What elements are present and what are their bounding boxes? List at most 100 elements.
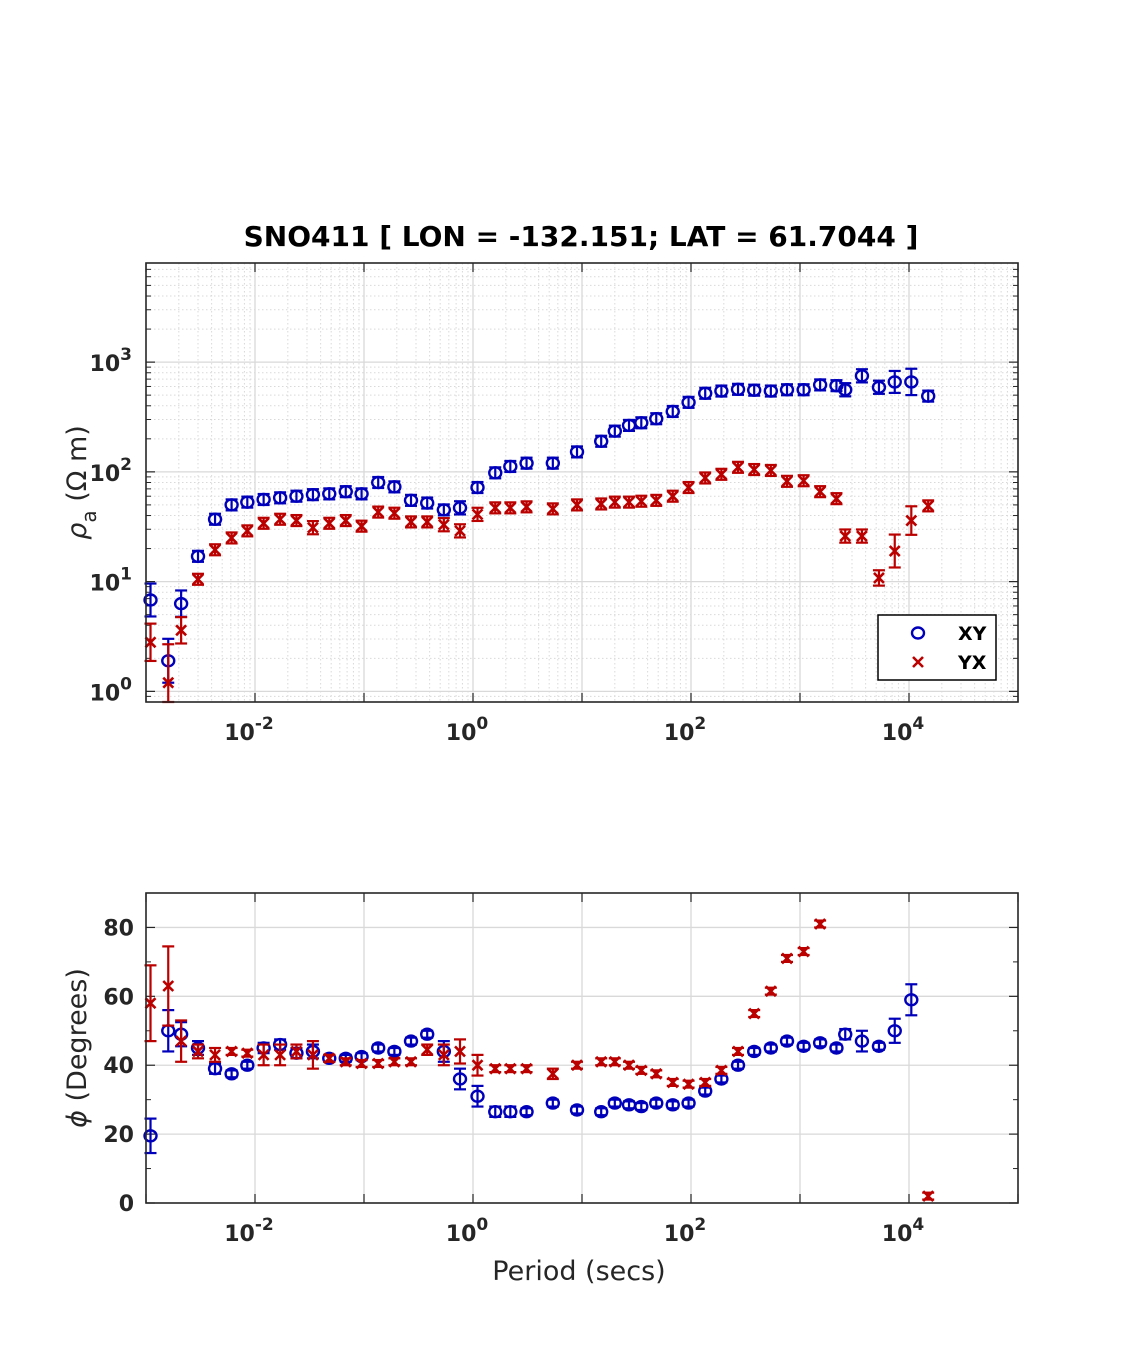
data-point-xy	[289, 489, 304, 503]
data-point-yx	[873, 572, 885, 584]
data-point-xy	[746, 1044, 762, 1059]
data-point-yx	[635, 1064, 648, 1077]
data-point-yx	[307, 1048, 319, 1061]
data-point-xy	[371, 475, 386, 490]
x-tick-label: 104	[882, 714, 925, 746]
data-point-yx	[764, 985, 777, 998]
data-point-xy	[452, 1072, 468, 1086]
data-point-xy	[143, 1129, 158, 1143]
data-point-yx	[339, 1055, 352, 1068]
data-point-yx	[650, 494, 663, 507]
data-point-yx	[699, 1076, 712, 1089]
data-point-yx	[290, 1045, 303, 1058]
x-tick-label: 104	[882, 1215, 925, 1247]
data-point-xy	[838, 383, 853, 397]
data-point-yx	[471, 508, 484, 521]
x-tick-label: 102	[664, 1215, 706, 1247]
data-point-yx	[323, 517, 336, 530]
data-point-yx	[623, 496, 635, 509]
y-tick-label: 20	[103, 1123, 134, 1148]
x-tick-label: 100	[446, 714, 489, 746]
data-point-yx	[748, 1007, 761, 1020]
data-point-xy	[593, 434, 609, 448]
data-point-yx	[437, 518, 450, 531]
data-point-xy	[796, 383, 811, 397]
data-point-yx	[241, 524, 254, 537]
data-point-yx	[241, 1047, 254, 1060]
data-point-yx	[355, 520, 368, 533]
data-point-yx	[504, 1062, 517, 1075]
y-tick-label: 100	[90, 674, 133, 706]
data-point-xy	[436, 503, 452, 517]
data-point-yx	[781, 475, 793, 488]
data-point-yx	[388, 507, 401, 520]
data-point-yx	[814, 485, 827, 498]
data-point-xy	[545, 456, 561, 470]
resistivity-panel: 10-2 100 102 104 100 101 102 103 ρa (Ω m) XY YX	[62, 262, 1019, 746]
x-tick-label: 10-2	[224, 1215, 274, 1247]
data-point-xy	[470, 1089, 485, 1103]
data-point-xy	[698, 386, 713, 400]
data-point-yx	[905, 514, 918, 527]
legend: XY YX	[877, 614, 997, 681]
data-point-xy	[871, 380, 887, 394]
data-point-xy	[272, 491, 288, 505]
data-point-xy	[746, 383, 762, 397]
data-point-xy	[607, 424, 623, 438]
data-point-yx	[162, 676, 175, 689]
x-axis-label: Period (secs)	[492, 1256, 665, 1287]
data-point-xy	[452, 501, 468, 515]
data-point-yx	[764, 464, 777, 477]
data-point-xy	[854, 369, 870, 383]
y-axis-label: ϕ (Degrees)	[62, 968, 93, 1128]
data-point-yx	[595, 498, 608, 510]
data-point-yx	[454, 1045, 466, 1058]
data-point-xy	[224, 1067, 239, 1081]
x-tick-label: 10-2	[224, 714, 274, 746]
data-point-yx	[290, 514, 303, 527]
data-point-yx	[571, 498, 583, 511]
phase-panel: 10-2 100 102 104 0 20 40 60 80 Period (secs) ϕ (De…	[62, 892, 1019, 1287]
data-point-yx	[209, 543, 221, 556]
data-point-yx	[781, 952, 793, 965]
data-point-yx	[274, 513, 287, 526]
data-point-xy	[779, 1034, 795, 1048]
data-point-yx	[635, 495, 648, 508]
data-point-yx	[225, 532, 238, 544]
data-point-xy	[763, 1041, 779, 1055]
data-point-xy	[681, 1096, 696, 1110]
data-point-xy	[503, 459, 518, 474]
axes-box	[145, 892, 1019, 1204]
data-point-xy	[812, 378, 828, 392]
data-point-xy	[763, 384, 779, 398]
data-point-xy	[593, 1105, 609, 1119]
data-point-yx	[339, 514, 352, 527]
data-point-xy	[207, 1061, 223, 1076]
legend-label-xy: XY	[958, 623, 987, 645]
data-point-yx	[922, 499, 935, 512]
data-point-xy	[207, 512, 223, 526]
data-point-xy	[322, 487, 337, 501]
data-point-yx	[650, 1067, 663, 1080]
data-point-xy	[240, 1058, 255, 1072]
data-point-xy	[920, 389, 936, 403]
legend-marker-yx	[912, 656, 924, 668]
data-point-xy	[649, 1096, 664, 1110]
data-point-xy	[403, 1034, 419, 1048]
data-point-xy	[488, 1105, 503, 1119]
data-point-yx	[595, 1055, 608, 1068]
grid	[146, 263, 1018, 702]
data-point-yx	[471, 1059, 484, 1072]
data-point-yx	[888, 545, 901, 557]
data-point-xy	[730, 382, 746, 397]
y-axis-label: ρa (Ω m)	[62, 425, 101, 540]
data-point-yx	[405, 515, 417, 528]
data-point-xy	[519, 1105, 534, 1119]
data-point-xy	[665, 1098, 680, 1112]
data-point-xy	[419, 1027, 435, 1041]
data-point-yx	[307, 521, 319, 534]
data-point-yx	[715, 1064, 728, 1077]
data-point-yx	[225, 1045, 238, 1058]
data-point-xy	[812, 1036, 828, 1050]
data-point-yx	[372, 1057, 385, 1070]
